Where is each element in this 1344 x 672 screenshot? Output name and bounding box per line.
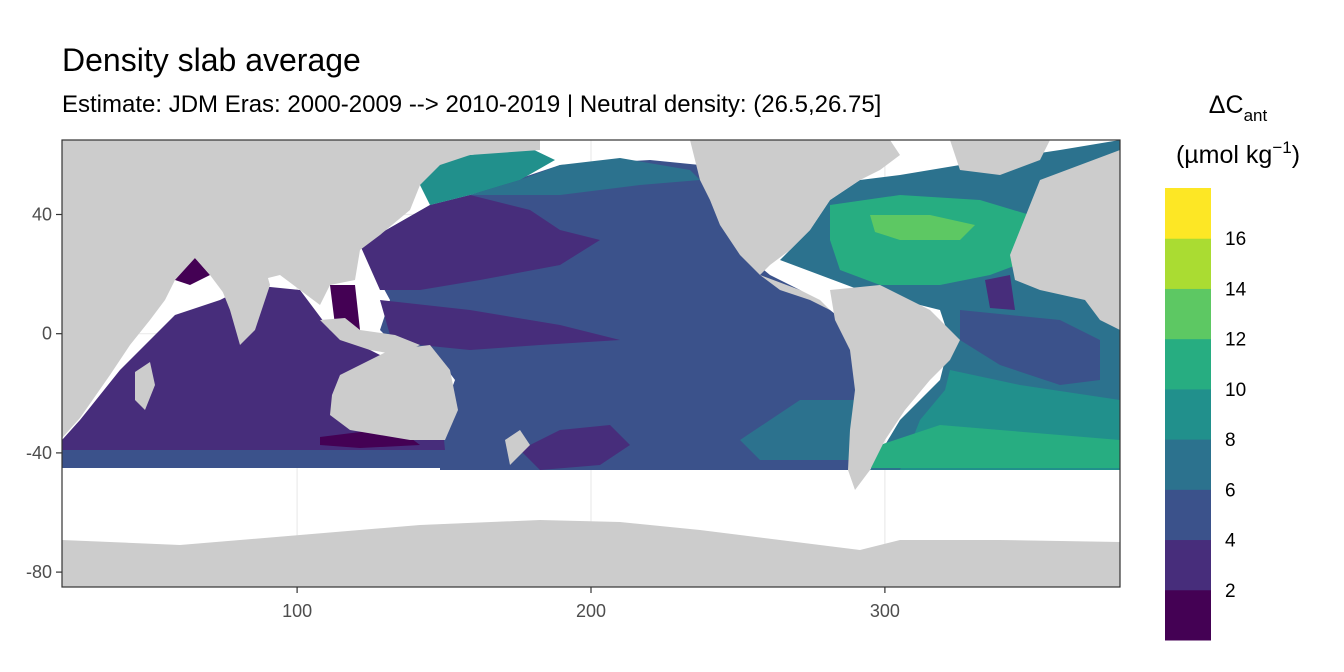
map-layer bbox=[62, 140, 1120, 587]
legend-color-bin bbox=[1165, 188, 1211, 239]
land-south-america bbox=[830, 285, 960, 490]
legend-color-bin bbox=[1165, 388, 1211, 440]
legend-color-bin bbox=[1165, 338, 1211, 390]
land-madagascar bbox=[135, 362, 155, 410]
land-australia bbox=[330, 345, 458, 440]
tropical-pacific-tongue bbox=[380, 300, 620, 350]
land-asia bbox=[150, 140, 540, 305]
subarctic-pacific-east bbox=[470, 158, 700, 195]
legend-color-bin bbox=[1165, 238, 1211, 289]
legend-unit: (µmol kg−1) bbox=[1176, 138, 1300, 169]
legend-color-bin bbox=[1165, 489, 1211, 541]
legend-label: 8 bbox=[1225, 430, 1236, 451]
legend-label: 14 bbox=[1225, 279, 1247, 300]
legend-label: 2 bbox=[1225, 581, 1236, 602]
north-pacific-west bbox=[360, 195, 600, 290]
x-tick-label: 300 bbox=[870, 601, 900, 621]
legend-label: 4 bbox=[1225, 531, 1236, 552]
land-africa-west bbox=[62, 140, 440, 438]
x-tick-label: 100 bbox=[282, 601, 312, 621]
legend-color-bin bbox=[1165, 539, 1211, 591]
land-central-america bbox=[760, 275, 830, 310]
y-tick-label: -40 bbox=[26, 443, 52, 463]
y-tick-label: 0 bbox=[42, 324, 52, 344]
legend-colorbar bbox=[1165, 188, 1211, 641]
chart-title: Density slab average bbox=[62, 42, 361, 78]
y-axis: 40 0 -40 -80 bbox=[26, 205, 62, 582]
south-pacific-patch bbox=[740, 400, 855, 460]
legend-color-bin bbox=[1165, 288, 1211, 340]
legend-color-bin bbox=[1165, 589, 1211, 641]
x-axis: 100 200 300 bbox=[282, 587, 900, 621]
east-tropical-atlantic bbox=[985, 275, 1015, 310]
x-tick-label: 200 bbox=[576, 601, 606, 621]
land-masses bbox=[62, 140, 1120, 587]
south-pacific-blob bbox=[520, 425, 630, 470]
legend: ΔCant (µmol kg−1) 2 4 6 8 10 12 14 16 bbox=[1165, 91, 1300, 641]
legend-color-bin bbox=[1165, 439, 1211, 490]
land-greenland bbox=[950, 140, 1050, 175]
legend-label: 6 bbox=[1225, 480, 1236, 501]
land-antarctica bbox=[62, 520, 1120, 587]
y-tick-label: -80 bbox=[26, 562, 52, 582]
chart-subtitle: Estimate: JDM Eras: 2000-2009 --> 2010-2… bbox=[62, 91, 882, 118]
land-north-america bbox=[690, 140, 900, 275]
south-atlantic-south bbox=[870, 425, 1120, 468]
land-india bbox=[215, 262, 270, 345]
legend-labels: 2 4 6 8 10 12 14 16 bbox=[1225, 229, 1247, 602]
north-atlantic-core bbox=[870, 215, 975, 240]
y-tick-label: 40 bbox=[32, 205, 52, 225]
legend-label: 12 bbox=[1225, 330, 1246, 351]
indian-south-band bbox=[62, 450, 445, 468]
legend-label: 10 bbox=[1225, 380, 1246, 401]
legend-label: 16 bbox=[1225, 229, 1246, 250]
land-indonesia bbox=[320, 318, 420, 355]
land-new-zealand bbox=[505, 430, 530, 465]
tropical-atlantic bbox=[960, 310, 1100, 385]
legend-title: ΔCant bbox=[1209, 91, 1268, 125]
land-europe-africa-east bbox=[1010, 150, 1120, 330]
